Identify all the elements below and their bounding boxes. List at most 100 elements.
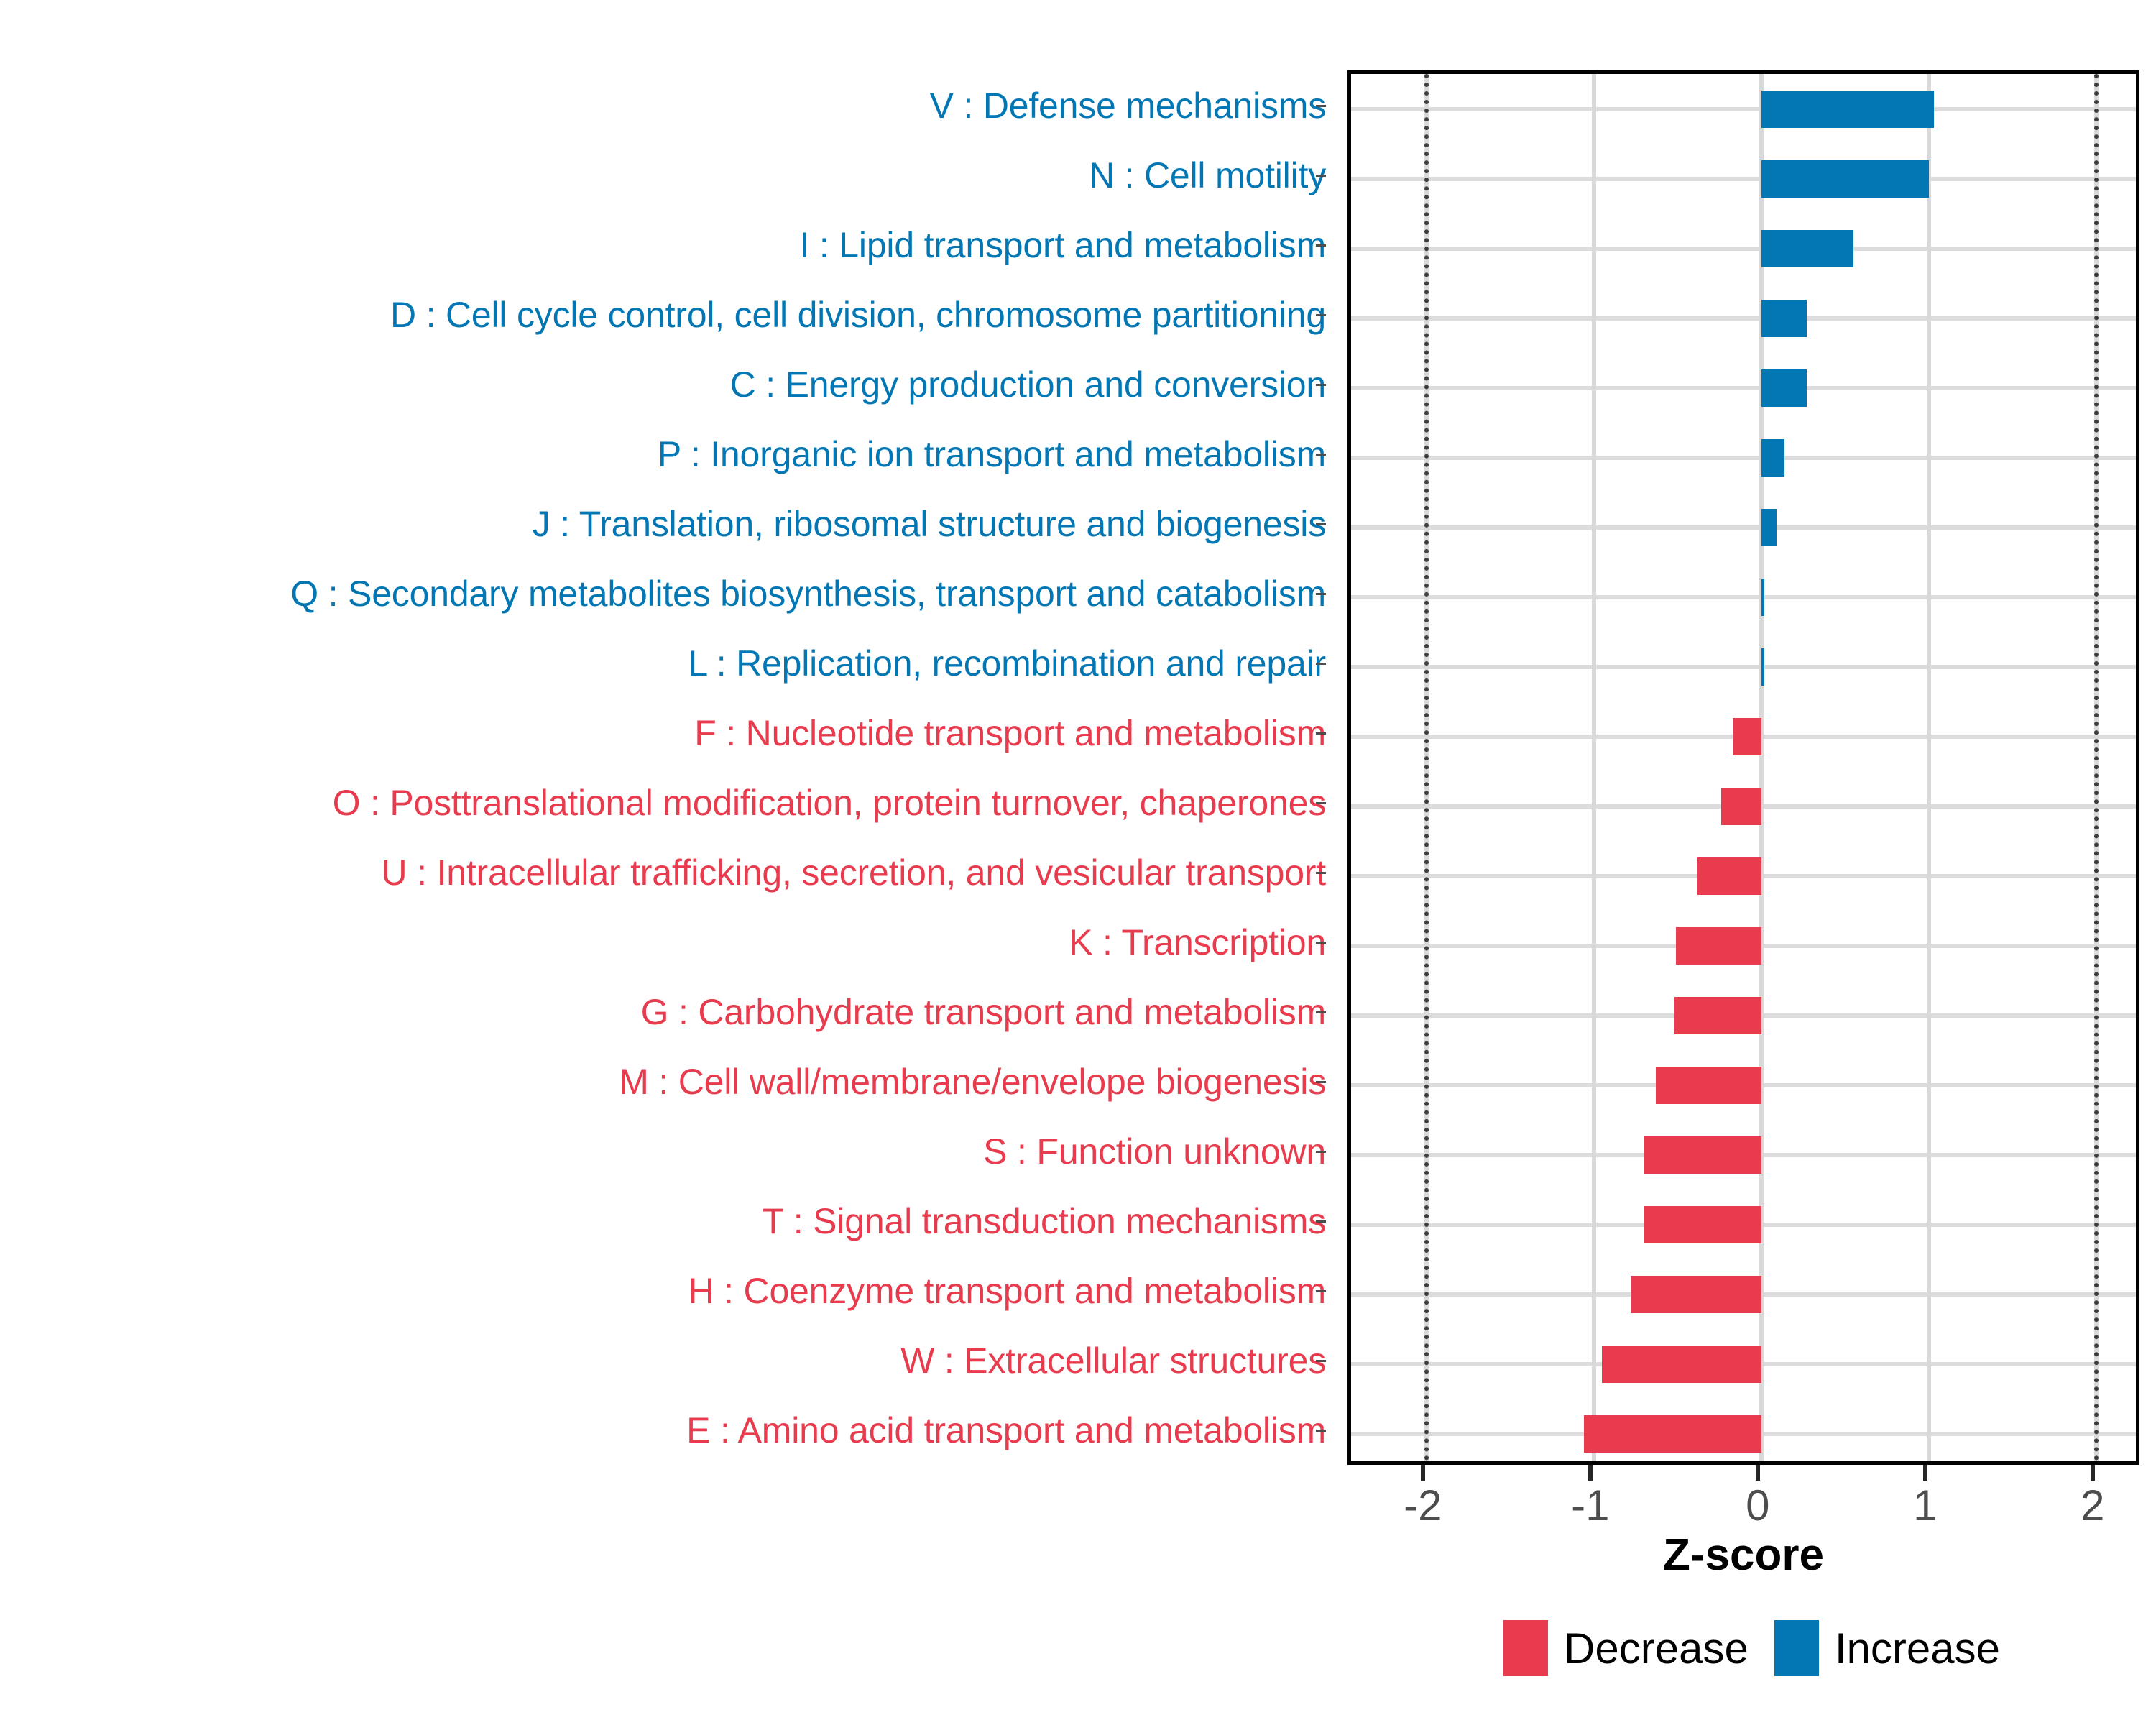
category-tick-mark	[1316, 592, 1326, 595]
category-label-row: E : Amino acid transport and metabolism	[0, 1406, 1326, 1455]
horizontal-gridline	[1351, 106, 2136, 111]
horizontal-gridline	[1351, 246, 2136, 251]
category-label: H : Coenzyme transport and metabolism	[688, 1270, 1327, 1311]
x-axis: -2 -1 0 1 2	[1348, 1465, 2139, 1551]
category-label-row: D : Cell cycle control, cell division, c…	[0, 290, 1326, 339]
category-label-row: T : Signal transduction mechanisms	[0, 1197, 1327, 1246]
category-label-row: I : Lipid transport and metabolism	[0, 221, 1327, 270]
bar	[1761, 648, 1765, 686]
x-axis-tick-label: 1	[1913, 1481, 1938, 1530]
category-label: T : Signal transduction mechanisms	[762, 1200, 1327, 1241]
category-tick-mark	[1316, 1011, 1326, 1013]
horizontal-gridline	[1351, 316, 2136, 321]
category-label-row: V : Defense mechanisms	[0, 81, 1327, 130]
category-tick-mark	[1316, 313, 1326, 316]
x-axis-tick	[1922, 1465, 1927, 1481]
category-label: K : Transcription	[1069, 921, 1326, 962]
category-label: C : Energy production and conversion	[729, 364, 1327, 405]
category-tick-mark	[1316, 871, 1326, 874]
bar	[1583, 1414, 1761, 1453]
category-tick-mark	[1316, 383, 1326, 386]
horizontal-gridline	[1351, 525, 2136, 530]
vertical-gridline	[1759, 74, 1764, 1461]
bar	[1761, 508, 1777, 546]
category-tick-mark	[1316, 104, 1326, 107]
category-label: Q : Secondary metabolites biosynthesis, …	[290, 573, 1326, 614]
category-label-row: N : Cell motility	[0, 151, 1326, 200]
category-label: L : Replication, recombination and repai…	[688, 643, 1326, 684]
reference-line	[1424, 74, 1429, 1461]
category-tick-mark	[1316, 174, 1326, 177]
category-tick-mark	[1316, 523, 1326, 525]
bar	[1733, 717, 1761, 755]
horizontal-gridline	[1351, 664, 2136, 669]
bar	[1644, 1205, 1761, 1243]
category-tick-mark	[1316, 1289, 1326, 1292]
bar	[1761, 90, 1934, 128]
bar	[1761, 438, 1785, 477]
category-tick-mark	[1316, 732, 1326, 735]
x-axis-tick	[1588, 1465, 1593, 1481]
category-tick-mark	[1316, 1429, 1326, 1432]
legend-label: Increase	[1834, 1624, 2000, 1673]
category-label: W : Extracellular structures	[900, 1340, 1326, 1381]
category-label-row: J : Translation, ribosomal structure and…	[0, 500, 1326, 548]
x-axis-tick-label: 2	[2081, 1481, 2105, 1530]
category-tick-mark	[1316, 1150, 1326, 1153]
category-label-row: G : Carbohydrate transport and metabolis…	[0, 988, 1327, 1036]
category-label-row: U : Intracellular trafficking, secretion…	[0, 848, 1327, 897]
category-label-row: L : Replication, recombination and repai…	[0, 639, 1326, 688]
category-tick-mark	[1316, 1220, 1326, 1223]
x-axis-tick	[2090, 1465, 2095, 1481]
legend-item[interactable]: Increase	[1774, 1620, 2000, 1676]
category-label: S : Function unknown	[983, 1131, 1326, 1172]
vertical-gridline	[1591, 74, 1596, 1461]
category-label-row: H : Coenzyme transport and metabolism	[0, 1266, 1327, 1315]
category-label-row: C : Energy production and conversion	[0, 360, 1327, 409]
bar	[1720, 787, 1761, 825]
category-tick-mark	[1316, 244, 1326, 247]
plot-inner	[1351, 74, 2136, 1461]
bar	[1761, 299, 1807, 337]
plot-panel	[1348, 70, 2139, 1465]
category-label: V : Defense mechanisms	[929, 85, 1327, 126]
category-label: G : Carbohydrate transport and metabolis…	[640, 991, 1327, 1032]
chart-legend: Decrease Increase	[1348, 1609, 2156, 1688]
horizontal-gridline	[1351, 455, 2136, 460]
bar	[1644, 1136, 1761, 1174]
category-label-row: K : Transcription	[0, 918, 1326, 967]
category-tick-mark	[1316, 1080, 1326, 1083]
category-label-row: Q : Secondary metabolites biosynthesis, …	[0, 569, 1326, 618]
reference-line	[2093, 74, 2099, 1461]
bar	[1697, 857, 1761, 895]
legend-label: Decrease	[1564, 1624, 1749, 1673]
category-label-row: W : Extracellular structures	[0, 1336, 1326, 1385]
category-label: M : Cell wall/membrane/envelope biogenes…	[619, 1061, 1326, 1102]
bar	[1675, 926, 1761, 965]
category-tick-mark	[1316, 801, 1326, 804]
x-axis-tick-label: -1	[1571, 1481, 1610, 1530]
x-axis-tick	[1420, 1465, 1425, 1481]
category-tick-mark	[1316, 453, 1326, 456]
horizontal-gridline	[1351, 594, 2136, 599]
category-label: I : Lipid transport and metabolism	[799, 224, 1327, 265]
category-label: O : Posttranslational modification, prot…	[332, 782, 1327, 823]
bar	[1761, 578, 1765, 616]
category-label: U : Intracellular trafficking, secretion…	[381, 852, 1327, 893]
bar	[1656, 1066, 1761, 1104]
category-label: J : Translation, ribosomal structure and…	[532, 503, 1326, 544]
category-label: E : Amino acid transport and metabolism	[686, 1409, 1326, 1450]
category-label: F : Nucleotide transport and metabolism	[694, 712, 1326, 753]
legend-item[interactable]: Decrease	[1503, 1620, 1749, 1676]
x-axis-title: Z-score	[1663, 1530, 1824, 1580]
bar	[1761, 369, 1807, 407]
category-label-row: S : Function unknown	[0, 1127, 1326, 1176]
bar	[1761, 229, 1853, 267]
bar	[1602, 1345, 1761, 1383]
horizontal-gridline	[1351, 176, 2136, 181]
category-label: D : Cell cycle control, cell division, c…	[390, 294, 1326, 335]
category-label-row: O : Posttranslational modification, prot…	[0, 778, 1327, 827]
x-axis-tick-label: 0	[1746, 1481, 1770, 1530]
category-tick-mark	[1316, 1359, 1326, 1362]
category-label-row: M : Cell wall/membrane/envelope biogenes…	[0, 1057, 1326, 1106]
